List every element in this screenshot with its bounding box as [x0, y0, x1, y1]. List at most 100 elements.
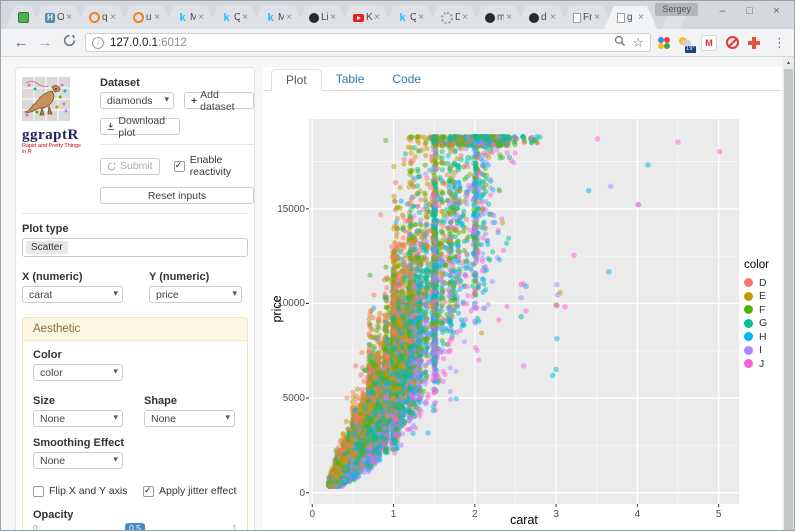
gmail-extension-icon[interactable]: M: [701, 34, 717, 51]
tab-close-icon[interactable]: ×: [198, 11, 204, 23]
minimize-button[interactable]: –: [719, 5, 726, 17]
profile-chip[interactable]: Sergey: [655, 3, 698, 16]
cross-extension-icon[interactable]: [747, 36, 761, 50]
close-window-button[interactable]: ×: [773, 5, 780, 17]
tab-close-icon[interactable]: ×: [506, 11, 512, 23]
color-label: Color: [33, 349, 62, 361]
blocker-extension-icon[interactable]: [725, 36, 739, 50]
reactivity-checkbox-row[interactable]: Enable reactivity: [173, 154, 254, 178]
y-axis-select[interactable]: price: [149, 286, 242, 303]
tab-close-icon[interactable]: ×: [110, 11, 116, 23]
browser-tab[interactable]: d ×: [516, 6, 569, 29]
page-scrollbar[interactable]: ▴: [783, 57, 794, 530]
plot-type-input[interactable]: Scatter: [22, 238, 248, 257]
address-bar[interactable]: i 127.0.0.1:6012 ☆: [85, 33, 651, 52]
page-info-icon[interactable]: i: [92, 36, 104, 49]
plot-output: carat price color D E F G H I J 0 1 2 3 4 5 0 5000 1000…: [270, 97, 782, 527]
x-tick-label: 0: [309, 509, 316, 520]
tab-code[interactable]: Code: [392, 72, 422, 86]
blue-app-icon: H: [45, 13, 55, 23]
browser-tab[interactable]: Fr ×: [560, 6, 613, 29]
logo-tagline: Rapid and Pretty Things in R: [22, 143, 81, 155]
main-tabs: Plot Table Code: [263, 67, 782, 91]
orange-ring-icon: [89, 12, 100, 23]
pinwheel-extension-icon[interactable]: [657, 36, 671, 50]
smoothing-select[interactable]: None: [33, 452, 123, 469]
opacity-value: 0.5: [125, 523, 145, 530]
tab-table[interactable]: Table: [335, 72, 365, 86]
tab-close-icon[interactable]: ×: [638, 11, 644, 23]
tab-plot[interactable]: Plot: [271, 69, 322, 91]
browser-tab[interactable]: g ×: [604, 6, 657, 29]
reload-icon[interactable]: [57, 33, 81, 53]
tab-title: Q: [234, 12, 240, 23]
color-select[interactable]: color: [33, 364, 123, 381]
x-tick-label: 2: [472, 509, 478, 520]
browser-tab[interactable]: m×: [472, 6, 525, 29]
url-text[interactable]: 127.0.0.1:6012: [110, 37, 608, 49]
x-axis-select[interactable]: carat: [22, 286, 123, 303]
app-page: ggraptR Rapid and Pretty Things in R Dat…: [1, 57, 783, 530]
dataset-select[interactable]: diamonds: [100, 92, 174, 109]
flip-checkbox[interactable]: [33, 485, 44, 497]
reset-inputs-button[interactable]: Reset inputs: [100, 187, 254, 204]
bookmark-star-icon[interactable]: ☆: [632, 34, 644, 50]
new-tab-button[interactable]: [662, 14, 686, 29]
size-select[interactable]: None: [33, 410, 123, 427]
tab-close-icon[interactable]: ×: [594, 11, 600, 23]
browser-tab[interactable]: D×: [428, 6, 481, 29]
browser-tab[interactable]: kM×: [252, 6, 305, 29]
tab-close-icon[interactable]: ×: [462, 11, 468, 23]
scrollbar-up-icon[interactable]: ▴: [786, 60, 790, 66]
y-tick-label: 0: [299, 487, 305, 499]
tab-close-icon[interactable]: ×: [418, 11, 424, 23]
plot-type-chip[interactable]: Scatter: [26, 241, 68, 254]
flip-checkbox-row[interactable]: Flip X and Y axis: [33, 485, 143, 497]
browser-tab[interactable]: Li ×: [296, 6, 349, 29]
tab-close-icon[interactable]: ×: [330, 11, 336, 23]
tab-title: Li: [321, 12, 329, 23]
browser-tab[interactable]: kQ×: [208, 6, 261, 29]
tab-title: O: [57, 12, 65, 23]
weather-extension-icon[interactable]: 19°: [679, 36, 696, 53]
download-plot-button[interactable]: Download plot: [100, 115, 180, 139]
x-tick-label: 5: [715, 509, 722, 520]
browser-tab[interactable]: H O ×: [32, 6, 85, 29]
main-panel: Plot Table Code carat price color D E F G H I J…: [263, 67, 782, 530]
reactivity-checkbox[interactable]: [173, 160, 185, 172]
back-icon[interactable]: ←: [13, 33, 29, 51]
opacity-min: 0: [33, 524, 38, 531]
logo-image: [22, 77, 70, 121]
y-tick-label: 10000: [277, 298, 305, 310]
maximize-button[interactable]: □: [746, 5, 753, 17]
browser-titlebar: HO×q×ur×kM×kQ×kM×Li×K×kQ×D×m×d×Fr×g× Ser…: [1, 1, 794, 29]
tab-close-icon[interactable]: ×: [242, 11, 248, 23]
browser-tab[interactable]: kM×: [164, 6, 217, 29]
search-icon[interactable]: [614, 34, 626, 52]
jitter-checkbox-row[interactable]: Apply jitter effect: [143, 485, 236, 497]
scrollbar-thumb[interactable]: [784, 69, 793, 530]
y-axis-label: Y (numeric): [149, 271, 210, 283]
browser-tab[interactable]: K ×: [340, 6, 393, 29]
browser-tab[interactable]: kQ×: [384, 6, 437, 29]
tab-close-icon[interactable]: ×: [286, 11, 292, 23]
forward-icon[interactable]: →: [37, 33, 53, 51]
opacity-label: Opacity: [33, 509, 74, 521]
add-dataset-button[interactable]: + Add dataset: [184, 89, 254, 113]
browser-tab[interactable]: [5, 6, 41, 29]
legend-key-icon: [744, 359, 753, 369]
tab-close-icon[interactable]: ×: [66, 11, 72, 23]
opacity-slider[interactable]: 0 1 0.5: [33, 523, 237, 531]
tab-close-icon[interactable]: ×: [550, 11, 556, 23]
window-controls: – □ ×: [709, 4, 790, 18]
browser-menu-icon[interactable]: ⋮: [773, 34, 786, 50]
tab-close-icon[interactable]: ×: [154, 11, 160, 23]
browser-tab[interactable]: q ×: [76, 6, 129, 29]
tab-close-icon[interactable]: ×: [374, 11, 380, 23]
browser-tab[interactable]: ur×: [120, 6, 173, 29]
legend-label: F: [759, 303, 766, 316]
legend-label: J: [759, 357, 765, 370]
submit-button[interactable]: Submit: [100, 157, 160, 175]
jitter-checkbox[interactable]: [143, 485, 154, 497]
shape-select[interactable]: None: [144, 410, 235, 427]
